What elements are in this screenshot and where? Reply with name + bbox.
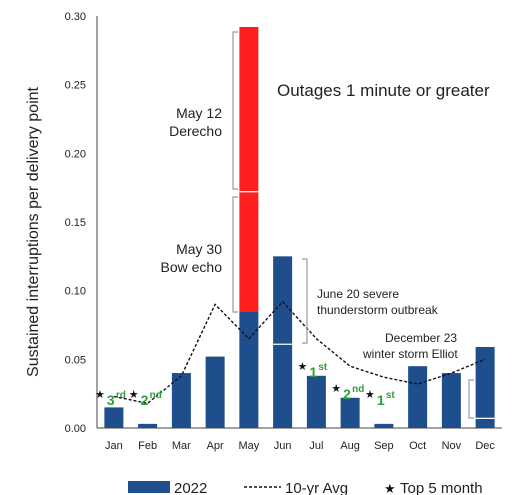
bar: [273, 256, 293, 428]
bar: [340, 397, 360, 428]
bar: [239, 311, 259, 428]
legend-label-avg: 10-yr Avg: [285, 480, 348, 495]
x-tick-label: Dec: [475, 440, 495, 452]
may30-bracket: [232, 196, 238, 313]
x-tick-label: Jun: [274, 440, 292, 452]
rank-suffix: st: [318, 362, 328, 373]
annotation-june20-line2: thunderstorm outbreak: [317, 303, 439, 317]
y-tick-label: 0.05: [65, 354, 86, 366]
annotation-june20-line1: June 20 severe: [317, 287, 399, 301]
legend: 2022 10-yr Avg ★ Top 5 month: [128, 480, 483, 495]
dec23-bracket: [468, 379, 474, 419]
bar: [475, 346, 495, 428]
annotation-dec23-line1: December 23: [385, 331, 457, 345]
rank-label: 1: [309, 364, 317, 380]
annotation-may30-line2: Bow echo: [161, 259, 223, 275]
legend-label-2022: 2022: [174, 480, 207, 495]
annotation-dec23-line2: winter storm Elliot: [362, 347, 458, 361]
bar-series-2022: [104, 26, 495, 428]
x-tick-labels: Jan Feb Mar Apr May Jun Jul Aug Sep Oct Nov Dec: [105, 440, 495, 452]
june20-bracket: [302, 258, 308, 344]
y-tick-label: 0.20: [65, 148, 86, 160]
rank-label: 3: [107, 392, 115, 408]
y-tick-label: 0.25: [65, 80, 86, 92]
rank-suffix: st: [386, 390, 396, 401]
chart-title: Outages 1 minute or greater: [277, 81, 490, 100]
top5-star-icon: ★: [129, 389, 139, 401]
y-tick-label: 0.00: [65, 423, 86, 435]
bar: [138, 423, 158, 428]
avg-line-series: [113, 300, 486, 405]
may12-bracket: [232, 31, 238, 190]
x-tick-label: May: [238, 440, 259, 452]
rank-suffix: rd: [116, 390, 126, 401]
top5-star-icon: ★: [331, 383, 341, 395]
x-tick-label: Aug: [340, 440, 360, 452]
y-tick-label: 0.30: [65, 11, 86, 23]
bar-event-segment: [239, 26, 259, 312]
bar: [171, 373, 191, 428]
rank-suffix: nd: [352, 384, 364, 395]
y-tick-labels: 0.00 0.05 0.10 0.15 0.20 0.25 0.30: [65, 11, 86, 435]
top5-star-icon: ★: [365, 389, 375, 401]
x-tick-label: Jul: [309, 440, 323, 452]
y-tick-label: 0.10: [65, 286, 86, 298]
rank-suffix: nd: [150, 390, 162, 401]
bar: [104, 407, 124, 428]
rank-label: 2: [343, 386, 351, 402]
top5-star-icon: ★: [297, 361, 307, 373]
x-tick-label: Mar: [172, 440, 191, 452]
annotation-may12-line1: May 12: [176, 105, 222, 121]
avg-line: [113, 300, 486, 405]
legend-star-icon: ★: [384, 481, 396, 495]
top5-star-icon: ★: [95, 389, 105, 401]
bar: [441, 373, 461, 428]
bar: [408, 366, 428, 428]
legend-label-top5: Top 5 month: [400, 480, 483, 495]
x-tick-label: Apr: [207, 440, 224, 452]
bar: [374, 423, 394, 428]
bar: [306, 375, 326, 428]
x-tick-label: Nov: [442, 440, 462, 452]
rank-label: 2: [141, 392, 149, 408]
y-axis-title: Sustained interruptions per delivery poi…: [25, 86, 42, 377]
y-tick-label: 0.15: [65, 217, 86, 229]
annotation-may30-line1: May 30: [176, 241, 222, 257]
x-tick-label: Jan: [105, 440, 123, 452]
bar: [205, 356, 225, 428]
x-tick-label: Oct: [409, 440, 426, 452]
rank-label: 1: [377, 392, 385, 408]
x-tick-label: Feb: [138, 440, 157, 452]
legend-swatch-2022: [128, 481, 170, 493]
x-tick-label: Sep: [374, 440, 394, 452]
annotation-may12-line2: Derecho: [169, 123, 222, 139]
